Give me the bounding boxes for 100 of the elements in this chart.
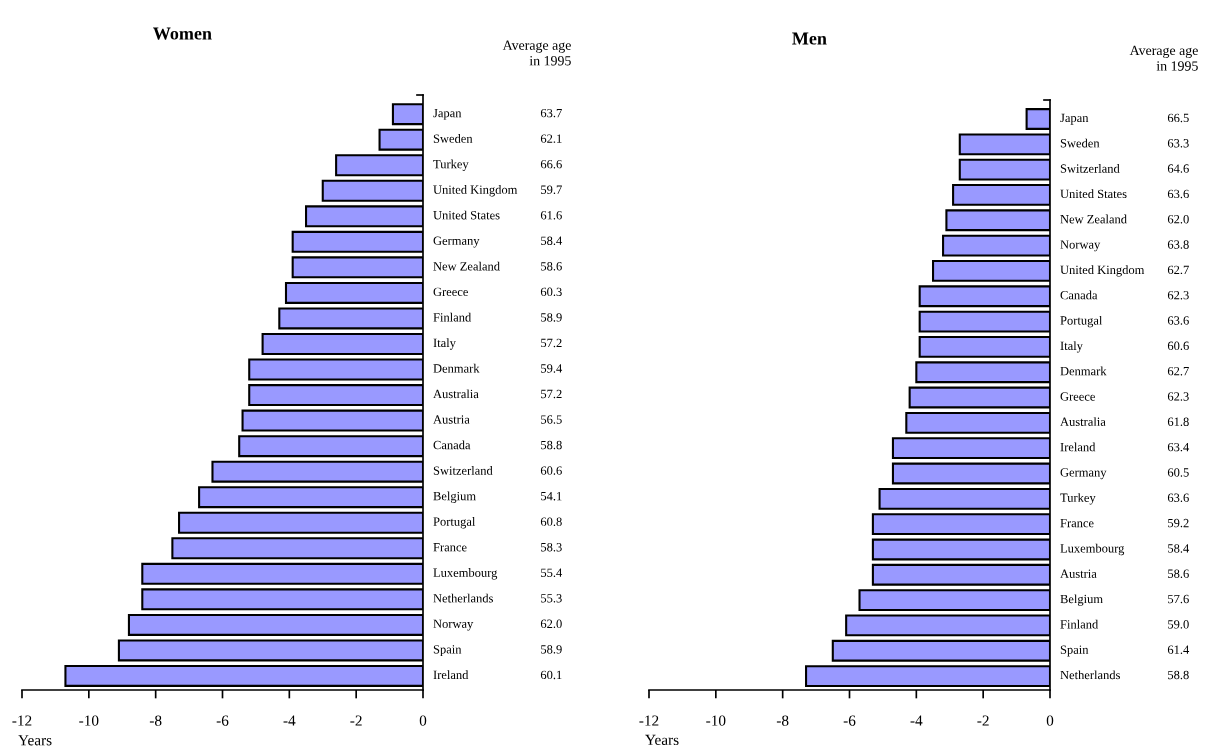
y-tick-label: Germany xyxy=(433,236,480,248)
text: 63.6 xyxy=(1167,493,1189,502)
x-tick-label: -2 xyxy=(350,715,362,726)
text: 66.6 xyxy=(540,159,562,169)
text: 63.3 xyxy=(1167,139,1189,148)
y-tick-label: Finland xyxy=(433,312,472,322)
text: 59.4 xyxy=(541,364,563,373)
text: 63.7 xyxy=(540,108,562,118)
y-tick-label: Greece xyxy=(1060,392,1095,401)
text: 55.3 xyxy=(541,594,562,603)
y-tick-label: Belgium xyxy=(1060,594,1103,606)
text: 62.3 xyxy=(1167,290,1189,300)
text: 59.2 xyxy=(1168,518,1189,528)
y-tick-label: Switzerland xyxy=(433,466,493,475)
y-tick-label: Greece xyxy=(433,287,468,297)
y-tick-label: United States xyxy=(433,210,500,220)
y-tick-label: Netherlands xyxy=(1060,670,1120,680)
y-tick-label: Australia xyxy=(433,389,479,399)
text: 58.9 xyxy=(541,313,562,322)
y-tick-label: Spain xyxy=(1060,645,1089,657)
text: 59.0 xyxy=(1168,620,1189,629)
y-tick-label: Netherlands xyxy=(433,593,493,603)
text: Average age in 1995 xyxy=(502,40,571,66)
text: 62.1 xyxy=(540,134,562,143)
x-tick-label: -6 xyxy=(216,715,229,726)
x-tick-label: 0 xyxy=(1046,715,1054,726)
y-tick-label: Italy xyxy=(433,338,456,350)
x-tick-label: -10 xyxy=(79,715,99,726)
text: 59.7 xyxy=(541,185,562,194)
text: Average age in 1995 xyxy=(1129,45,1198,71)
text: 60.8 xyxy=(540,517,562,526)
text: 56.5 xyxy=(541,415,562,424)
text: 62.7 xyxy=(1167,366,1189,376)
y-tick-label: Denmark xyxy=(1060,366,1107,376)
text: 63.4 xyxy=(1167,442,1190,452)
text: 62.3 xyxy=(1167,392,1189,401)
text: 63.6 xyxy=(1167,189,1189,199)
x-tick-label: -8 xyxy=(149,715,162,726)
y-tick-label: United Kingdom xyxy=(1060,265,1145,277)
y-tick-label: Norway xyxy=(1060,240,1101,252)
y-tick-label: Switzerland xyxy=(1060,163,1120,173)
y-tick-label: Belgium xyxy=(433,491,476,503)
x-tick-label: 0 xyxy=(419,715,427,726)
text: 62.0 xyxy=(540,619,562,629)
text: 58.4 xyxy=(541,236,563,246)
text: 62.7 xyxy=(1167,265,1189,275)
y-tick-label: Spain xyxy=(433,645,462,657)
y-tick-label: Turkey xyxy=(433,159,469,171)
x-tick-label: -8 xyxy=(776,715,789,726)
text: 64.6 xyxy=(1167,164,1189,173)
text: 58.6 xyxy=(1168,569,1189,578)
text: 66.5 xyxy=(1167,113,1189,123)
y-tick-label: Sweden xyxy=(433,134,473,143)
y-tick-label: Turkey xyxy=(1060,493,1096,505)
text: 61.6 xyxy=(540,211,562,220)
x-tick-label: -10 xyxy=(706,715,726,726)
text: 61.8 xyxy=(1167,417,1189,427)
x-axis-title: Years xyxy=(645,734,679,745)
y-tick-label: France xyxy=(433,543,467,552)
text: 58.4 xyxy=(1168,544,1190,553)
y-tick-label: Australia xyxy=(1060,417,1106,426)
chart-title: Men xyxy=(792,32,827,45)
text: 60.6 xyxy=(540,466,562,475)
y-tick-label: Austria xyxy=(433,415,470,424)
y-tick-label: Ireland xyxy=(1060,442,1096,452)
y-tick-label: Japan xyxy=(433,108,462,120)
y-tick-label: Portugal xyxy=(1060,315,1103,328)
x-tick-label: -4 xyxy=(283,715,296,726)
x-tick-label: -2 xyxy=(977,715,989,726)
text: 60.6 xyxy=(1167,341,1189,351)
y-tick-label: France xyxy=(1060,518,1094,528)
y-tick-label: Germany xyxy=(1060,468,1107,480)
x-tick-label: -4 xyxy=(910,715,923,726)
text: 63.8 xyxy=(1167,240,1189,249)
y-tick-label: Austria xyxy=(1060,569,1097,578)
text: 55.4 xyxy=(541,568,563,577)
text: 60.5 xyxy=(1167,468,1189,477)
y-tick-label: United Kingdom xyxy=(433,185,518,197)
text: 61.4 xyxy=(1167,645,1190,654)
y-tick-label: Canada xyxy=(1060,290,1098,300)
y-tick-label: Denmark xyxy=(433,363,480,373)
y-tick-label: Sweden xyxy=(1060,138,1100,148)
x-tick-label: -6 xyxy=(843,715,856,726)
y-tick-label: United States xyxy=(1060,189,1127,199)
x-tick-label: -12 xyxy=(639,715,659,726)
text: 58.8 xyxy=(541,440,562,450)
y-tick-label: Italy xyxy=(1060,341,1083,353)
text: 60.3 xyxy=(540,287,562,297)
y-tick-label: Finland xyxy=(1060,619,1099,629)
text: 57.2 xyxy=(541,338,562,348)
x-axis-title: Years xyxy=(18,735,52,746)
text: 63.6 xyxy=(1167,316,1189,325)
y-tick-label: Luxembourg xyxy=(1060,543,1125,556)
y-tick-label: Canada xyxy=(433,440,471,450)
text: 58.8 xyxy=(1168,670,1189,680)
x-tick-label: -12 xyxy=(12,715,32,726)
text: 57.6 xyxy=(1168,594,1189,604)
text: 58.9 xyxy=(541,645,562,654)
text: 58.6 xyxy=(541,262,562,271)
text: 62.0 xyxy=(1167,214,1189,224)
